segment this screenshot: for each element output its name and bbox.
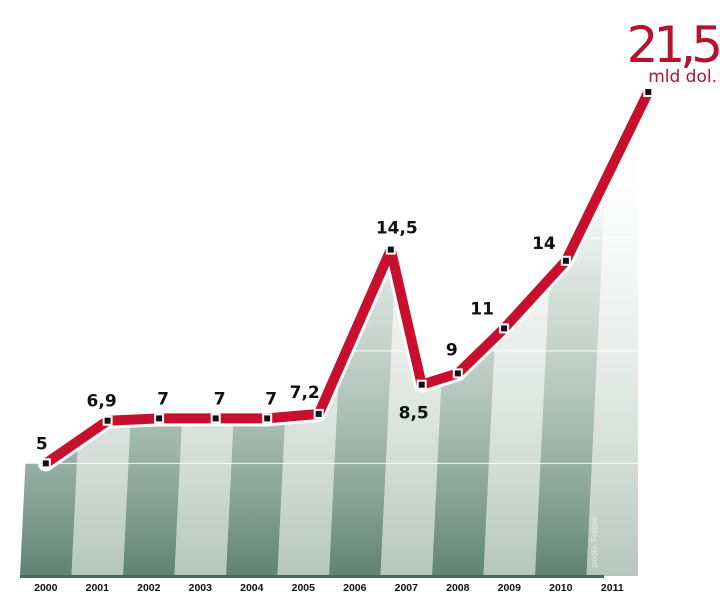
x-tick-label: 2011: [601, 582, 624, 594]
x-tick-label: 2006: [343, 582, 367, 594]
data-label: 14: [532, 234, 556, 254]
data-point-marker: [102, 415, 113, 426]
data-point-marker: [262, 413, 273, 424]
data-label: 5: [36, 434, 48, 454]
data-label: 14,5: [376, 219, 418, 239]
data-label: 7,2: [290, 383, 320, 403]
data-label: 11: [470, 299, 494, 319]
data-point-marker: [560, 255, 571, 266]
data-point-marker: [499, 323, 510, 334]
data-point-marker: [40, 458, 51, 469]
data-points: [40, 87, 654, 469]
source-note: źródło: Forbes: [590, 517, 599, 568]
x-tick-label: 2000: [34, 582, 58, 594]
x-tick-label: 2004: [240, 582, 264, 594]
data-point-marker: [313, 408, 324, 419]
data-label: 7: [265, 389, 277, 409]
data-labels: 5 6,9 7 7 7 7,2 14,5 8,5 9 11 14: [36, 219, 556, 455]
x-tick-label: 2010: [549, 582, 573, 594]
data-label: 8,5: [399, 404, 429, 424]
data-point-marker: [452, 368, 463, 379]
x-tick-label: 2005: [292, 582, 316, 594]
data-label: 6,9: [87, 392, 117, 412]
baseline: [20, 575, 604, 578]
data-point-marker: [416, 379, 427, 390]
data-label: 9: [446, 340, 458, 360]
data-label: 7: [157, 389, 169, 409]
x-tick-label: 2002: [137, 582, 161, 594]
x-tick-label: 2001: [86, 582, 110, 594]
x-tick-label: 2007: [395, 582, 419, 594]
series-line-group: [37, 84, 657, 472]
x-tick-label: 2003: [189, 582, 213, 594]
x-tick-label: 2008: [446, 582, 470, 594]
data-point-marker: [154, 413, 165, 424]
stripe-2011: [586, 150, 638, 576]
data-point-marker: [643, 87, 654, 97]
highlight-unit: mld dol.: [648, 67, 717, 87]
data-label: 7: [214, 389, 226, 409]
data-point-marker: [210, 413, 221, 424]
x-tick-label: 2009: [498, 582, 522, 594]
series-line: [40, 87, 654, 469]
highlight-value: 21,5: [627, 16, 720, 74]
data-point-marker: [385, 244, 396, 255]
x-axis-ticks: 2000 2001 2002 2003 2004 2005 2006 2007 2008 2009…: [34, 582, 624, 594]
